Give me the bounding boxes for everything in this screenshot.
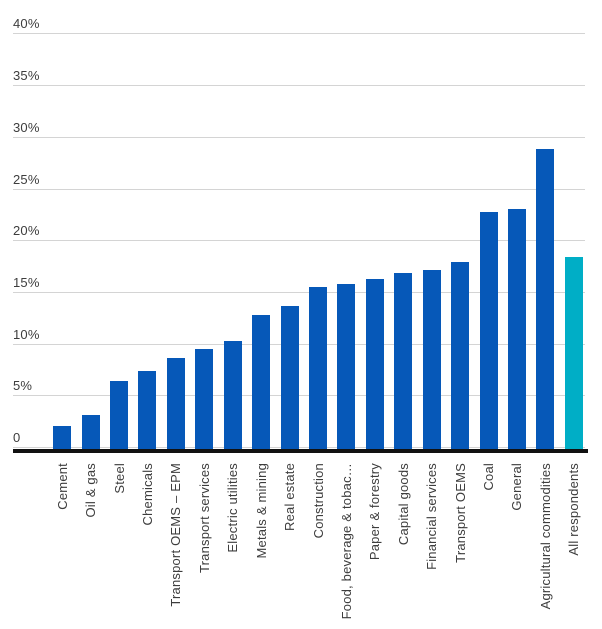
y-tick-label: 0 [13,430,21,445]
bar-slot [275,306,303,449]
x-label-slot: Metals & mining [247,461,275,619]
x-category-label: Real estate [282,463,298,531]
bar-slot [219,341,247,449]
bar-capital-goods [394,273,413,449]
bar-slot [474,212,502,449]
x-category-label: Transport OEMS – EPM [168,463,184,607]
bar-oil-gas [81,414,100,449]
y-tick-label: 25% [13,171,40,187]
bar-general [507,209,526,449]
bar-slot [361,279,389,449]
gridline-25 [13,188,585,190]
x-label-slot: Steel [105,461,133,619]
bar-coal [479,212,498,449]
bar-agricultural-commodities [536,149,555,449]
bar-cement [53,426,72,449]
x-category-label: Electric utilities [225,463,241,553]
y-tick-label: 20% [13,223,40,239]
x-category-label: Construction [310,463,326,539]
bar-metals-mining [252,314,271,449]
x-axis-line [13,449,588,453]
x-category-label: Financial services [424,463,440,570]
bar-slot [389,273,417,449]
x-label-slot: All respondents [560,461,588,619]
x-label-slot: Paper & forestry [361,461,389,619]
gridline-30 [13,136,585,138]
x-label-slot: Chemicals [133,461,161,619]
x-category-label: Paper & forestry [367,463,383,561]
bar-slot [162,358,190,449]
bar-chemicals [138,371,157,449]
x-category-label: Agricultural commodities [537,463,553,610]
gridline-35 [13,85,585,87]
x-category-label: Transport OEMS [452,463,468,563]
x-label-slot: Transport OEMS [446,461,474,619]
bar-construction [309,286,327,449]
bars-container [48,0,588,449]
x-label-slot: Real estate [275,461,303,619]
bar-transport-oems [451,261,470,449]
x-label-slot: Financial services [417,461,445,619]
x-category-label: Steel [111,463,127,494]
y-tick-label: 30% [13,119,40,135]
bar-steel [110,380,129,449]
bar-transport-oems-epm [166,358,185,449]
x-category-label: Transport services [196,463,212,574]
x-label-slot: Electric utilities [219,461,247,619]
bar-slot [304,286,332,449]
x-label-slot: Agricultural commodities [531,461,559,619]
gridline-20 [13,240,585,242]
x-category-label: Chemicals [139,463,155,526]
bar-slot [503,209,531,449]
bar-financial-services [422,270,441,449]
bar-real-estate [280,306,299,449]
x-category-label: Metals & mining [253,463,269,559]
x-label-slot: General [503,461,531,619]
x-label-slot: Food, beverage & tobac… [332,461,360,619]
y-tick-label: 40% [13,16,40,32]
gridline-40 [13,33,585,35]
x-category-label: All respondents [566,463,582,556]
x-category-label: Cement [54,463,70,510]
y-tick-label: 10% [13,326,40,342]
x-label-slot: Cement [48,461,76,619]
bar-slot [133,371,161,449]
x-category-label: Oil & gas [83,463,99,518]
bar-slot [531,149,559,449]
x-axis-labels: Cement Oil & gas Steel Chemicals Transport O… [48,461,588,619]
bar-slot [105,380,133,449]
bar-slot [446,261,474,449]
bar-slot [332,283,360,449]
gridline-15 [13,291,585,293]
y-tick-label: 15% [13,274,40,290]
bar-food-beverage-tobac [337,283,356,449]
bar-electric-utilities [223,341,242,449]
x-label-slot: Coal [474,461,502,619]
y-tick-label: 35% [13,68,40,84]
bar-slot [76,414,104,449]
x-label-slot: Transport OEMS – EPM [162,461,190,619]
gridline-0 [13,447,585,448]
bar-slot [417,270,445,449]
x-label-slot: Transport services [190,461,218,619]
bar-all-respondents [564,256,583,449]
bar-transport-services [195,348,214,449]
x-label-slot: Oil & gas [76,461,104,619]
bar-paper-forestry [365,279,384,449]
x-category-label: Coal [481,463,497,491]
bar-slot [190,348,218,449]
x-category-label: Food, beverage & tobac… [338,463,354,620]
bar-slot [48,426,76,449]
gridline-5 [13,395,585,397]
bar-slot [247,314,275,449]
x-category-label: General [509,463,525,511]
y-tick-label: 5% [13,378,33,394]
x-label-slot: Capital goods [389,461,417,619]
gridline-10 [13,343,585,345]
bar-slot [560,256,588,449]
x-label-slot: Construction [304,461,332,619]
x-category-label: Capital goods [395,463,411,546]
